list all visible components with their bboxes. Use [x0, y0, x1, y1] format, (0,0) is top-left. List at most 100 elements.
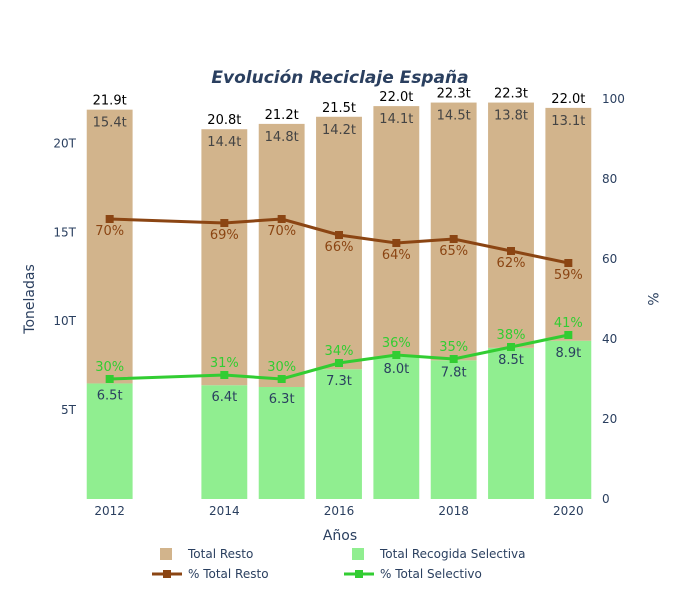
marker-selectivo-2020: [564, 331, 573, 339]
marker-resto-2017: [392, 239, 401, 247]
marker-resto-2012: [105, 215, 114, 223]
label-total-2015: 21.2t: [265, 108, 299, 123]
label-pct-resto-2015: 70%: [267, 224, 296, 239]
line-pct-selectivo: [109, 333, 569, 381]
x-axis-title: Años: [323, 528, 357, 544]
label-resto-2019: 13.8t: [494, 109, 528, 124]
bar-resto-2016: [316, 116, 362, 370]
labels-layer: 6.5t 15.4t 21.9t 6.4t 14.4t 20.8t 6.3t 14.8t 21.…: [93, 87, 586, 407]
label-pct-selectivo-2020: 41%: [554, 316, 583, 331]
label-pct-resto-2020: 59%: [554, 268, 583, 283]
label-selectiva-2017: 8.0t: [383, 362, 409, 377]
chart-title: Evolución Reciclaje España: [211, 68, 468, 88]
legend-label-total-recogida-selectiva: Total Recogida Selectiva: [379, 547, 526, 561]
bar-resto-2017: [373, 106, 420, 357]
x-tick-2012: 2012: [94, 504, 125, 518]
label-resto-2017: 14.1t: [379, 112, 413, 127]
bar-resto-2019: [488, 102, 534, 348]
legend-label-total-resto: Total Resto: [187, 547, 253, 561]
label-pct-resto-2017: 64%: [382, 248, 411, 263]
label-total-2012: 21.9t: [93, 94, 127, 109]
marker-resto-2014: [220, 219, 229, 227]
label-pct-selectivo-2015: 30%: [267, 360, 296, 375]
bar-resto-2014: [201, 129, 248, 386]
label-total-2017: 22.0t: [379, 90, 413, 105]
marker-selectivo-2016: [335, 359, 343, 367]
bar-selectiva-2012: [86, 383, 133, 499]
marker-resto-2019: [507, 247, 515, 255]
label-selectiva-2012: 6.5t: [97, 388, 123, 403]
label-total-2020: 22.0t: [551, 92, 585, 107]
label-total-2016: 21.5t: [322, 101, 356, 116]
bar-selectiva-2016: [316, 369, 362, 499]
label-selectiva-2018: 7.8t: [441, 365, 467, 380]
label-pct-selectivo-2019: 38%: [497, 328, 526, 343]
bar-resto-2020: [545, 107, 592, 341]
bar-resto-2018: [430, 102, 477, 361]
label-total-2014: 20.8t: [207, 113, 241, 128]
label-resto-2020: 13.1t: [551, 114, 585, 129]
bar-resto-2015: [258, 123, 305, 387]
y2-axis-title: %: [644, 292, 660, 305]
x-tick-2016: 2016: [324, 504, 355, 518]
lines-layer: [105, 215, 573, 383]
label-resto-2014: 14.4t: [207, 135, 241, 150]
marker-selectivo-2017: [392, 351, 401, 359]
label-selectiva-2015: 6.3t: [269, 392, 295, 407]
line-pct-resto: [109, 217, 569, 265]
legend: Total Resto Total Recogida Selectiva % Tot…: [152, 547, 526, 581]
marker-resto-2018: [449, 235, 458, 243]
legend-swatch-total-resto: [160, 548, 172, 560]
legend-marker-pct-total-resto: [163, 570, 171, 578]
label-selectiva-2014: 6.4t: [211, 390, 237, 405]
y-tick-15: 15T: [53, 225, 76, 239]
y2-tick-40: 40: [602, 332, 617, 346]
bars-layer: [86, 102, 592, 499]
x-tick-2018: 2018: [438, 504, 469, 518]
label-resto-2016: 14.2t: [322, 123, 356, 138]
y2-tick-60: 60: [602, 252, 617, 266]
bar-selectiva-2015: [258, 387, 305, 499]
bar-selectiva-2019: [488, 347, 534, 499]
marker-selectivo-2018: [449, 355, 458, 363]
legend-marker-pct-total-selectivo: [355, 570, 363, 578]
marker-selectivo-2015: [277, 375, 286, 383]
y2-tick-100: 100: [602, 92, 625, 106]
marker-resto-2015: [277, 215, 286, 223]
label-pct-resto-2018: 65%: [439, 244, 468, 259]
y-tick-20: 20T: [53, 136, 76, 150]
bar-selectiva-2017: [373, 356, 420, 499]
label-resto-2018: 14.5t: [437, 109, 471, 124]
label-pct-resto-2012: 70%: [95, 224, 124, 239]
label-pct-resto-2016: 66%: [325, 240, 354, 255]
label-resto-2012: 15.4t: [93, 116, 127, 131]
y2-tick-80: 80: [602, 172, 617, 186]
legend-label-pct-total-selectivo: % Total Selectivo: [380, 567, 482, 581]
bar-selectiva-2014: [201, 385, 248, 499]
label-pct-selectivo-2017: 36%: [382, 336, 411, 351]
marker-selectivo-2014: [220, 371, 229, 379]
label-pct-selectivo-2018: 35%: [439, 340, 468, 355]
y2-tick-20: 20: [602, 412, 617, 426]
y-tick-10: 10T: [53, 314, 76, 328]
y2-tick-0: 0: [602, 492, 610, 506]
label-selectiva-2016: 7.3t: [326, 374, 352, 389]
label-selectiva-2019: 8.5t: [498, 353, 524, 368]
legend-swatch-total-recogida-selectiva: [352, 548, 364, 560]
label-pct-selectivo-2012: 30%: [95, 360, 124, 375]
marker-selectivo-2012: [105, 375, 114, 383]
bar-selectiva-2018: [430, 360, 477, 499]
bar-resto-2012: [86, 109, 133, 384]
marker-selectivo-2019: [507, 343, 515, 351]
label-pct-selectivo-2016: 34%: [325, 344, 354, 359]
label-pct-resto-2014: 69%: [210, 228, 239, 243]
bar-selectiva-2020: [545, 340, 592, 499]
label-total-2019: 22.3t: [494, 87, 528, 102]
x-tick-2014: 2014: [209, 504, 240, 518]
label-selectiva-2020: 8.9t: [555, 346, 581, 361]
x-tick-2020: 2020: [553, 504, 584, 518]
y-axis-title: Toneladas: [22, 264, 38, 334]
legend-label-pct-total-resto: % Total Resto: [188, 567, 269, 581]
label-pct-selectivo-2014: 31%: [210, 356, 239, 371]
